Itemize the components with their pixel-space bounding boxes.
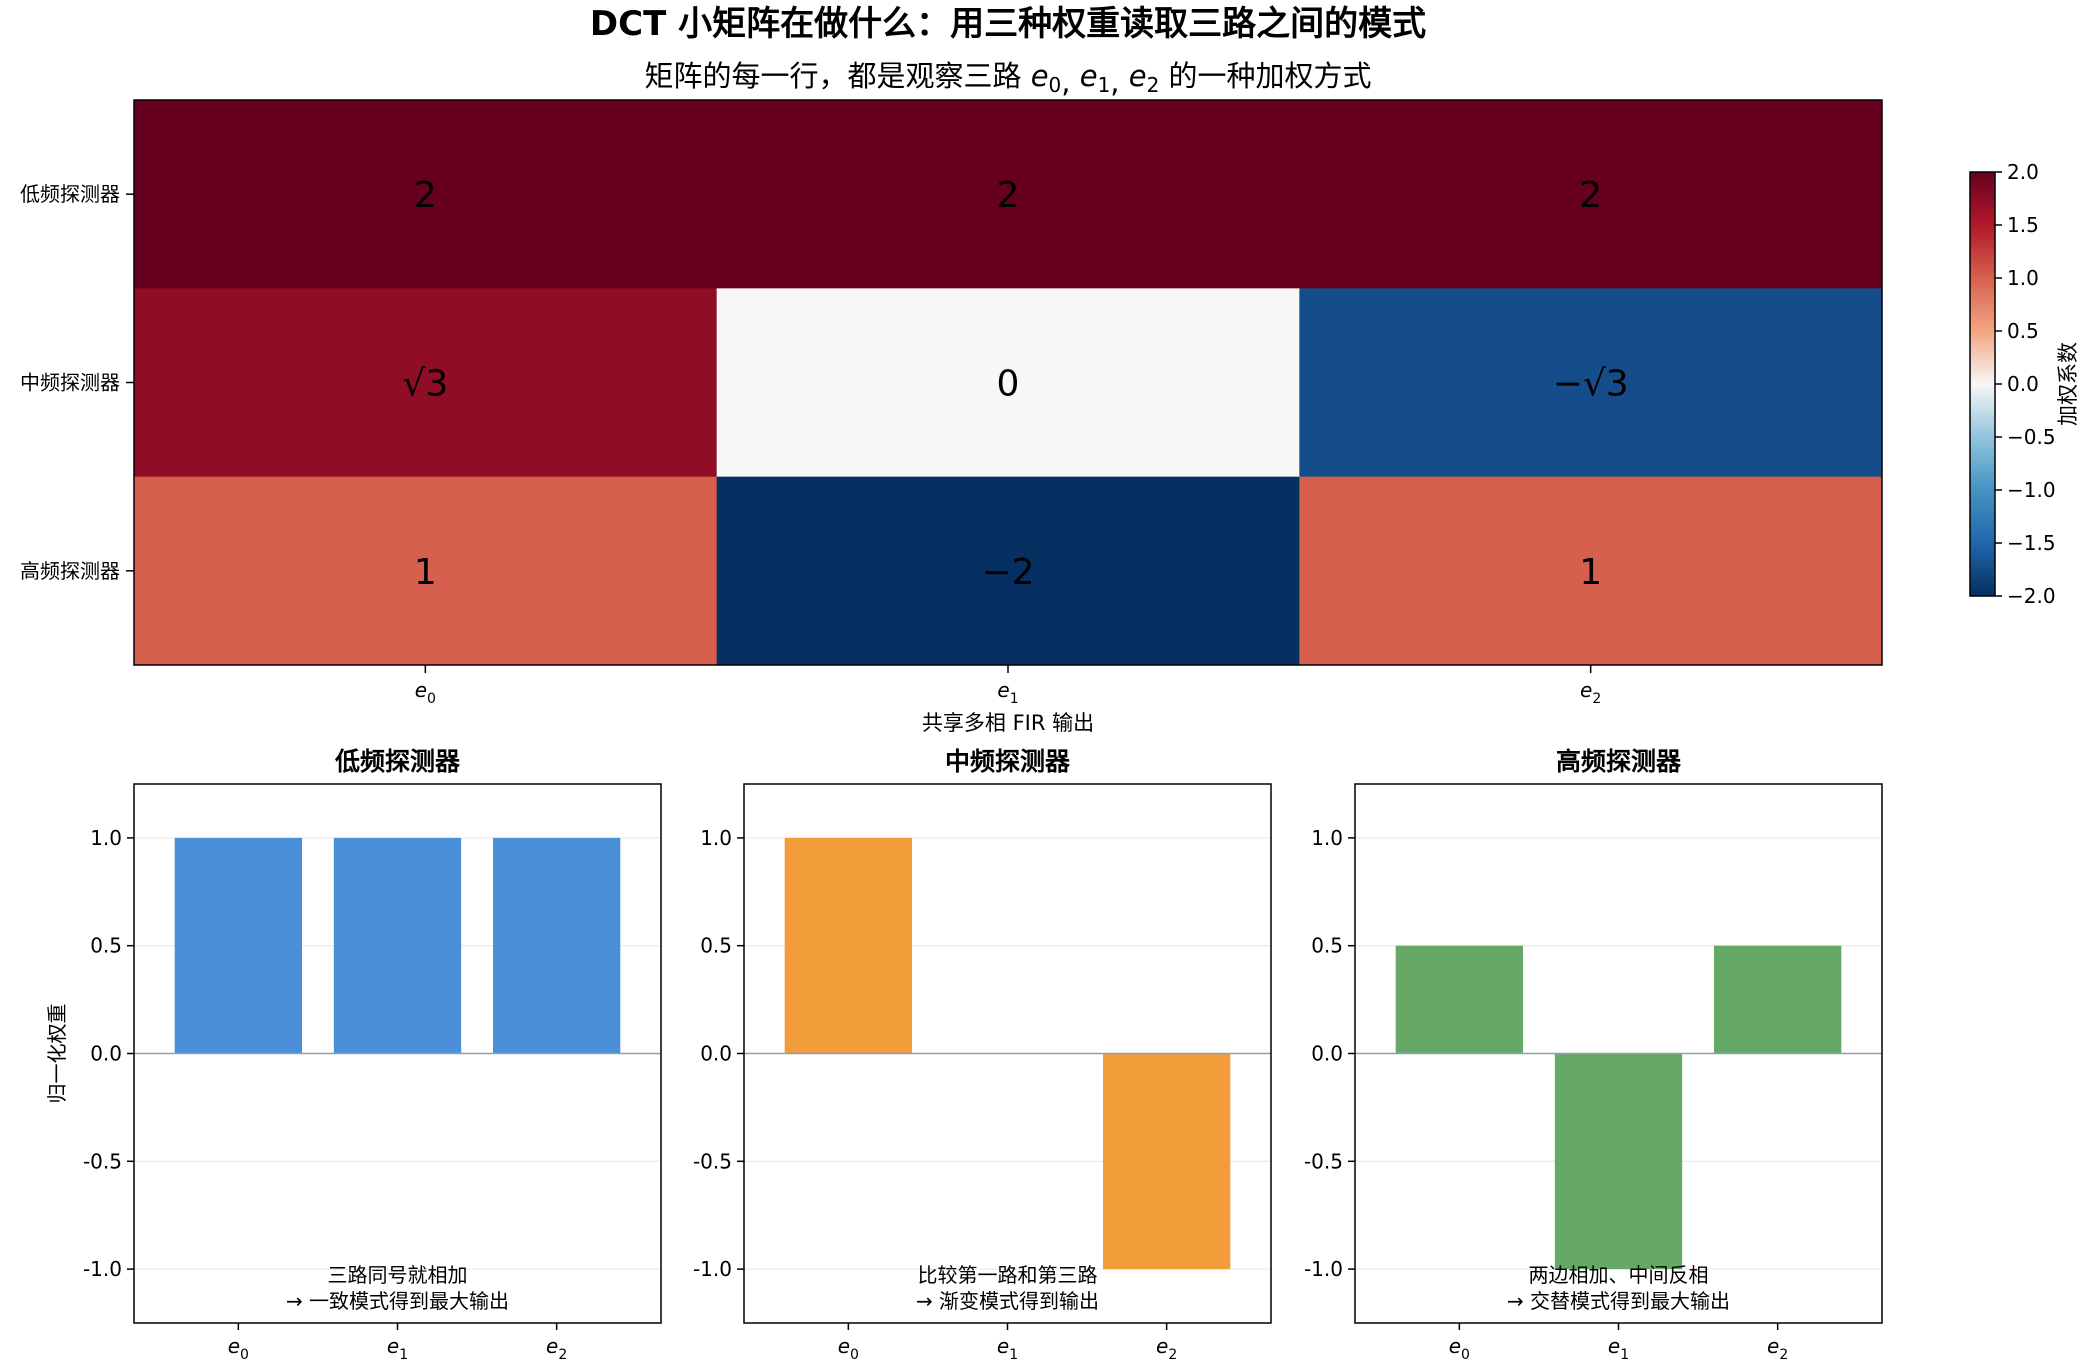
colorbar-ticks: 2.0 1.5 1.0 0.5 0.0 −0.5 −1.0 −1.5 −2.0 — [1995, 160, 2056, 608]
y-tick-label: 0.5 — [700, 934, 732, 958]
x-tick-label: e2 — [1156, 1334, 1177, 1360]
heatmap-x-axis-label: 共享多相 FIR 输出 — [922, 711, 1094, 735]
panel-frame — [1354, 783, 1883, 1324]
heatmap: 2 2 2 低频探测器 √3 0 −√3 中频探测器 1 −2 1 高频探测器 e0 e1 e2 — [20, 99, 1883, 707]
colorbar: 2.0 1.5 1.0 0.5 0.0 −0.5 −1.0 −1.5 −2.0 加权系数 — [1969, 160, 2080, 608]
y-axis-label: 归一化权重 — [45, 1004, 69, 1104]
y-tick-label: -1.0 — [83, 1257, 122, 1281]
heatmap-column-label: e2 — [1580, 678, 1601, 707]
colorbar-tick-label: 0.5 — [2007, 319, 2039, 343]
figure-subtitle: 矩阵的每一行，都是观察三路 e0, e1, e2 的一种加权方式 — [644, 59, 1371, 99]
heatmap-cell-label: √3 — [402, 364, 448, 405]
figure-title: DCT 小矩阵在做什么：用三种权重读取三路之间的模式 — [590, 4, 1426, 44]
heatmap-cell-label: 2 — [997, 175, 1020, 216]
heatmap-row-label: 高频探测器 — [20, 559, 120, 583]
panel-annotation: → 渐变模式得到输出 — [916, 1289, 1099, 1313]
heatmap-cell-label: 2 — [414, 175, 437, 216]
x-tick-label: e1 — [1608, 1334, 1629, 1360]
x-tick-label: e1 — [387, 1334, 408, 1360]
bar — [492, 837, 621, 1054]
heatmap-cell — [134, 288, 718, 478]
x-tick-label: e2 — [546, 1334, 567, 1360]
y-tick-label: 0.0 — [1311, 1042, 1343, 1066]
colorbar-tick-label: 1.5 — [2007, 213, 2039, 237]
heatmap-axes: 共享多相 FIR 输出 — [922, 711, 1094, 735]
colorbar-tick-label: −1.5 — [2007, 531, 2056, 555]
panel-frame — [133, 783, 662, 1324]
y-tick-label: -0.5 — [1304, 1149, 1343, 1173]
y-tick-label: 0.5 — [1311, 934, 1343, 958]
panel-annotation: → 一致模式得到最大输出 — [286, 1289, 509, 1313]
heatmap-cell — [134, 476, 718, 666]
heatmap-cell-label: −2 — [981, 552, 1034, 593]
panel-annotation: 两边相加、中间反相 — [1529, 1263, 1709, 1287]
panel-annotation: 三路同号就相加 — [328, 1263, 468, 1287]
colorbar-tick-label: −2.0 — [2007, 584, 2056, 608]
heatmap-row-label: 低频探测器 — [20, 182, 120, 206]
heatmap-cell-label: −√3 — [1553, 364, 1629, 405]
y-tick-label: -0.5 — [83, 1149, 122, 1173]
panel-frame — [743, 783, 1272, 1324]
heatmap-cell — [716, 288, 1300, 478]
x-tick-label: e0 — [228, 1334, 249, 1360]
heatmap-cell — [1299, 100, 1883, 289]
heatmap-cell — [716, 476, 1300, 666]
heatmap-cell — [1299, 288, 1883, 478]
heatmap-cell — [716, 100, 1300, 289]
heatmap-column-label: e0 — [415, 678, 436, 707]
panel-annotation: 比较第一路和第三路 — [918, 1263, 1098, 1287]
bar — [174, 837, 303, 1054]
y-tick-label: 0.0 — [90, 1042, 122, 1066]
colorbar-tick-label: 2.0 — [2007, 160, 2039, 184]
colorbar-tick-label: −1.0 — [2007, 478, 2056, 502]
bar — [333, 837, 462, 1054]
bar — [1395, 945, 1524, 1054]
x-tick-label: e2 — [1767, 1334, 1788, 1360]
bar — [1102, 1053, 1231, 1270]
y-tick-label: -1.0 — [693, 1257, 732, 1281]
colorbar-tick-label: 1.0 — [2007, 266, 2039, 290]
y-tick-label: 1.0 — [1311, 826, 1343, 850]
heatmap-cell-label: 1 — [414, 552, 437, 593]
colorbar-tick-label: 0.0 — [2007, 372, 2039, 396]
x-tick-label: e1 — [997, 1334, 1018, 1360]
x-tick-label: e0 — [1449, 1334, 1470, 1360]
y-tick-label: 0.5 — [90, 934, 122, 958]
bar — [1554, 1053, 1683, 1270]
y-tick-label: -0.5 — [693, 1149, 732, 1173]
heatmap-cell-label: 1 — [1579, 552, 1602, 593]
panel-annotation: → 交替模式得到最大输出 — [1507, 1289, 1730, 1313]
x-tick-label: e0 — [838, 1334, 859, 1360]
panel-title: 中频探测器 — [945, 747, 1071, 776]
colorbar-label: 加权系数 — [2056, 342, 2080, 426]
bar — [1713, 945, 1842, 1054]
bar — [784, 837, 913, 1054]
y-tick-label: -1.0 — [1304, 1257, 1343, 1281]
heatmap-row-label: 中频探测器 — [20, 371, 120, 395]
colorbar-tick-label: −0.5 — [2007, 425, 2056, 449]
panel-title: 低频探测器 — [334, 747, 461, 776]
heatmap-column-label: e1 — [997, 678, 1018, 707]
heatmap-cell — [134, 100, 718, 289]
y-tick-label: 0.0 — [700, 1042, 732, 1066]
colorbar-gradient — [1969, 171, 1996, 597]
panel-title: 高频探测器 — [1556, 747, 1682, 776]
y-tick-label: 1.0 — [700, 826, 732, 850]
y-tick-label: 1.0 — [90, 826, 122, 850]
heatmap-cell-label: 0 — [997, 364, 1020, 405]
heatmap-cell — [1299, 476, 1883, 666]
heatmap-cell-label: 2 — [1579, 175, 1602, 216]
